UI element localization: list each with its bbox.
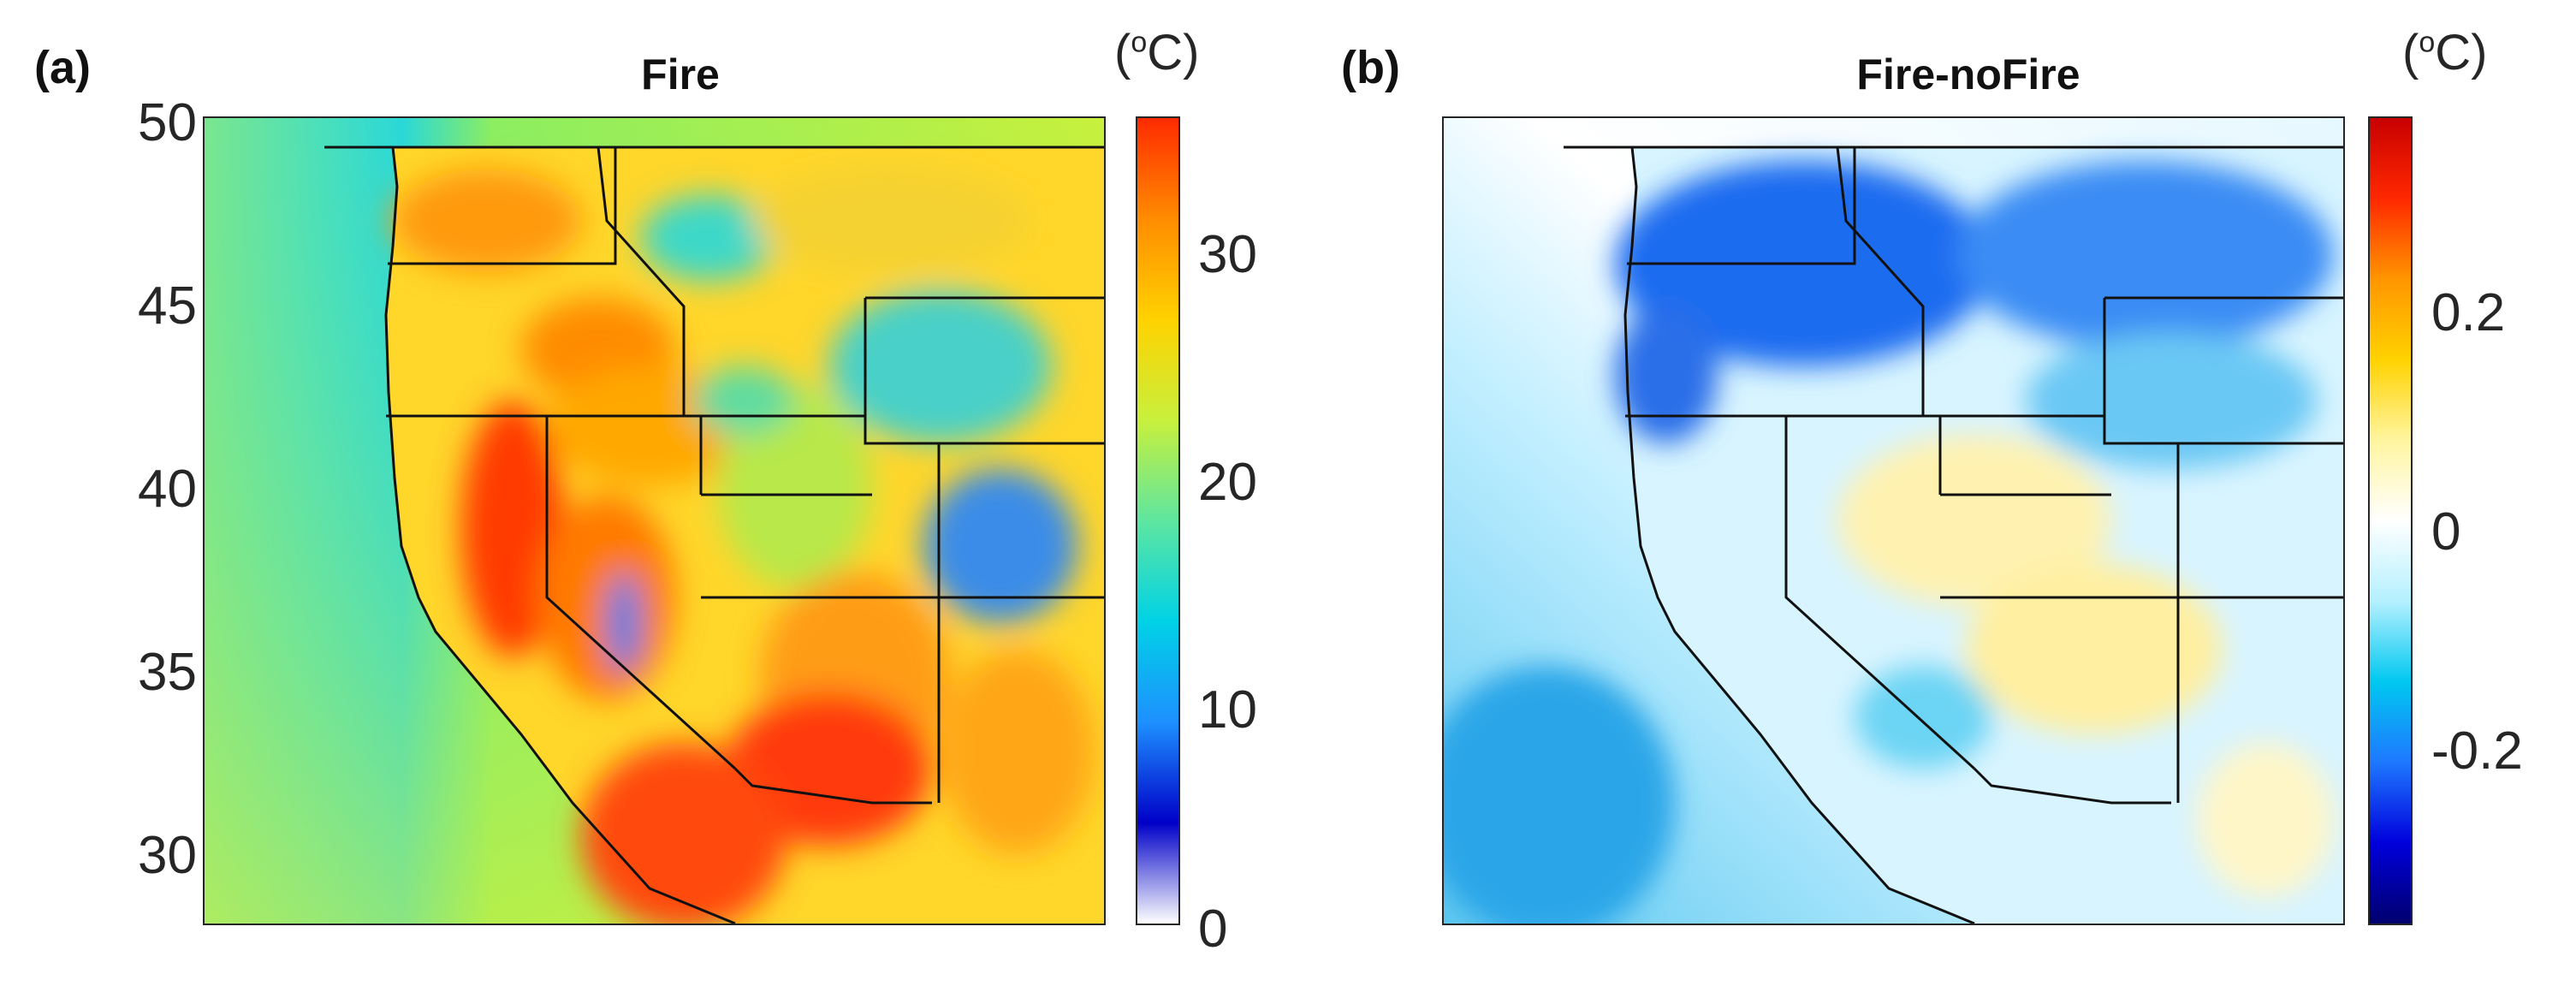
colorbar-tick-30: 30 <box>1198 225 1257 284</box>
map-difference-field <box>1444 118 2343 924</box>
lat-tick-35: 35 <box>138 643 197 702</box>
colorbar-fill <box>1137 118 1178 924</box>
panel-letter: (b) <box>1341 42 1400 93</box>
colorbar-gradient <box>2370 118 2411 924</box>
panel-title: Fire-noFire <box>1856 50 2080 98</box>
colorbar-unit: (oC) <box>2402 25 2488 80</box>
panel-title: Fire <box>641 50 720 98</box>
colorbar-tick-0: 0 <box>1198 900 1228 959</box>
colorbar-tick--0.2: -0.2 <box>2431 722 2523 781</box>
colorbar-tick-0.2: 0.2 <box>2431 283 2506 342</box>
colorbar-unit: (oC) <box>1114 25 1200 80</box>
map-fire-nofire <box>1442 116 2345 925</box>
lat-tick-45: 45 <box>138 276 197 336</box>
colorbar <box>2368 116 2413 925</box>
map-fire-field <box>205 118 1104 924</box>
colorbar-tick-10: 10 <box>1198 680 1257 740</box>
lat-tick-30: 30 <box>138 826 197 885</box>
colorbar-tick-20: 20 <box>1198 453 1257 512</box>
colorbar-tick-0: 0 <box>2431 502 2461 561</box>
lat-tick-50: 50 <box>138 93 197 152</box>
colorbar <box>1136 116 1180 925</box>
panel-letter: (a) <box>34 42 91 93</box>
colorbar-fill <box>2370 118 2411 924</box>
lat-tick-40: 40 <box>138 460 197 519</box>
colorbar-gradient <box>1137 118 1178 924</box>
panel-fire: (a) Fire (oC) 50 45 40 35 30 <box>34 25 1257 959</box>
panel-fire-nofire: (b) Fire-noFire (oC) <box>1288 0 2576 986</box>
map-fire <box>203 116 1106 925</box>
